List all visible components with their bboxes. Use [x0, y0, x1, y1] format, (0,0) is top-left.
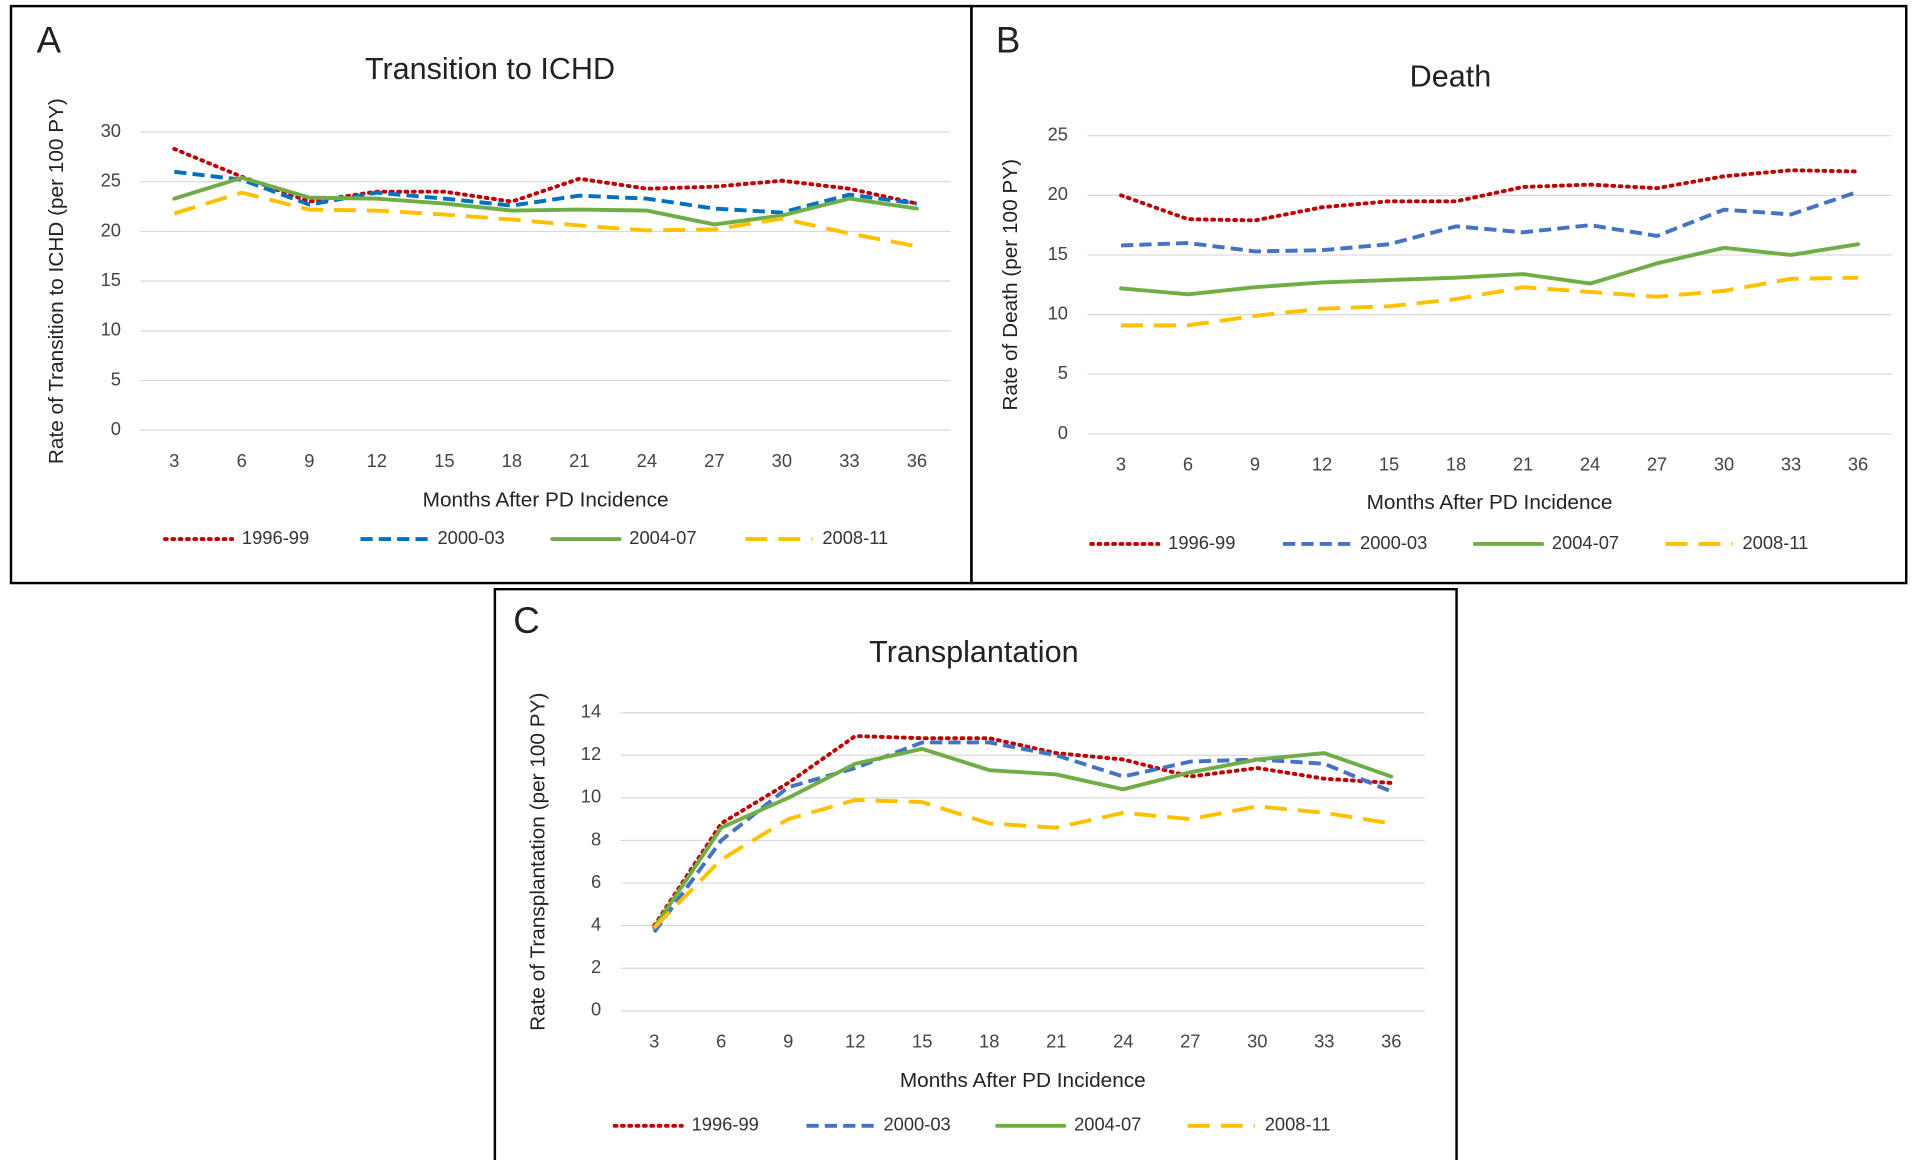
series-line: [652, 746, 1394, 930]
y-tick-label: 25: [1048, 124, 1068, 145]
x-tick-label: 12: [367, 450, 387, 471]
x-tick-label: 33: [1781, 454, 1801, 475]
x-tick-label: 9: [1250, 454, 1260, 475]
legend-label: 1996-99: [1168, 532, 1235, 553]
y-axis-label: Rate of Transplantation (per 100 PY): [526, 693, 549, 1031]
x-axis-label: Months After PD Incidence: [900, 1069, 1146, 1092]
series-line: [174, 169, 918, 215]
x-tick-label: 27: [704, 450, 724, 471]
y-tick-label: 14: [581, 700, 601, 721]
legend-label: 2004-07: [1074, 1114, 1141, 1135]
x-tick-label: 24: [1113, 1030, 1133, 1051]
legend-label: 2008-11: [822, 527, 888, 548]
x-tick-label: 24: [637, 450, 657, 471]
x-tick-label: 3: [1116, 454, 1126, 475]
x-axis-label: Months After PD Incidence: [423, 489, 669, 512]
x-tick-label: 36: [907, 450, 927, 471]
series-line: [652, 798, 1392, 930]
y-tick-label: 10: [101, 319, 121, 340]
series-line: [1121, 275, 1859, 328]
chart-title: Death: [1410, 59, 1492, 93]
x-tick-label: 24: [1580, 454, 1600, 475]
y-tick-label: 5: [111, 368, 121, 389]
legend-label: 2008-11: [1265, 1114, 1331, 1135]
x-tick-label: 12: [1312, 454, 1332, 475]
x-tick-label: 36: [1848, 454, 1868, 475]
legend-label: 1996-99: [242, 527, 309, 548]
x-tick-label: 30: [772, 450, 792, 471]
x-tick-label: 21: [569, 450, 589, 471]
x-axis-label: Months After PD Incidence: [1367, 491, 1613, 514]
series-line: [173, 190, 918, 249]
y-tick-label: 5: [1058, 362, 1068, 383]
legend-label: 2004-07: [629, 527, 696, 548]
y-axis-label: Rate of Transition to ICHD (per 100 PY): [45, 98, 68, 464]
x-tick-label: 18: [1446, 454, 1466, 475]
y-tick-label: 20: [1048, 183, 1068, 204]
series-line: [1119, 168, 1861, 223]
panel-letter: B: [996, 19, 1020, 60]
x-tick-label: 15: [912, 1030, 932, 1051]
x-tick-label: 9: [783, 1030, 793, 1051]
x-tick-label: 30: [1714, 454, 1734, 475]
y-tick-label: 15: [101, 269, 121, 290]
x-tick-label: 21: [1513, 454, 1533, 475]
chart-title: Transition to ICHD: [365, 52, 615, 86]
x-tick-label: 6: [716, 1030, 726, 1051]
legend-label: 2004-07: [1552, 532, 1619, 553]
y-tick-label: 6: [591, 871, 601, 892]
x-tick-label: 21: [1046, 1030, 1066, 1051]
legend-label: 1996-99: [692, 1114, 759, 1135]
y-tick-label: 4: [591, 914, 601, 935]
x-tick-label: 3: [649, 1030, 659, 1051]
series-line: [172, 175, 919, 227]
y-tick-label: 2: [591, 956, 601, 977]
y-tick-label: 10: [581, 786, 601, 807]
x-tick-label: 36: [1381, 1030, 1401, 1051]
series-line: [172, 146, 919, 206]
series-line: [652, 740, 1393, 934]
y-tick-label: 25: [101, 170, 121, 191]
y-tick-label: 15: [1048, 243, 1068, 264]
series-line: [1120, 189, 1859, 254]
x-tick-label: 18: [502, 450, 522, 471]
panel-letter: C: [513, 600, 539, 641]
legend-label: 2008-11: [1742, 532, 1808, 553]
panel-letter: A: [37, 19, 62, 60]
y-tick-label: 0: [111, 418, 121, 439]
y-axis-label: Rate of Death (per 100 PY): [999, 159, 1022, 411]
x-tick-label: 12: [845, 1030, 865, 1051]
y-tick-label: 8: [591, 828, 601, 849]
y-tick-label: 20: [101, 219, 121, 240]
x-tick-label: 27: [1180, 1030, 1200, 1051]
y-tick-label: 10: [1048, 302, 1068, 323]
x-tick-label: 18: [979, 1030, 999, 1051]
x-tick-label: 9: [304, 450, 314, 471]
y-tick-label: 0: [1058, 422, 1068, 443]
panel-frame: [493, 587, 1458, 1160]
x-tick-label: 30: [1247, 1030, 1267, 1051]
chart-title: Transplantation: [869, 635, 1078, 669]
series-line: [1119, 242, 1861, 297]
x-tick-label: 27: [1647, 454, 1667, 475]
x-tick-label: 3: [169, 450, 179, 471]
y-tick-label: 30: [101, 120, 121, 141]
x-tick-label: 6: [1183, 454, 1193, 475]
x-tick-label: 15: [1379, 454, 1399, 475]
series-line: [652, 734, 1394, 928]
x-tick-label: 33: [839, 450, 859, 471]
x-tick-label: 33: [1314, 1030, 1334, 1051]
y-tick-label: 12: [581, 743, 601, 764]
y-tick-label: 0: [591, 999, 601, 1020]
panel-frame: [970, 4, 1908, 585]
legend-label: 2000-03: [1360, 532, 1427, 553]
legend-label: 2000-03: [437, 527, 504, 548]
legend-label: 2000-03: [883, 1114, 950, 1135]
x-tick-label: 15: [434, 450, 454, 471]
x-tick-label: 6: [237, 450, 247, 471]
